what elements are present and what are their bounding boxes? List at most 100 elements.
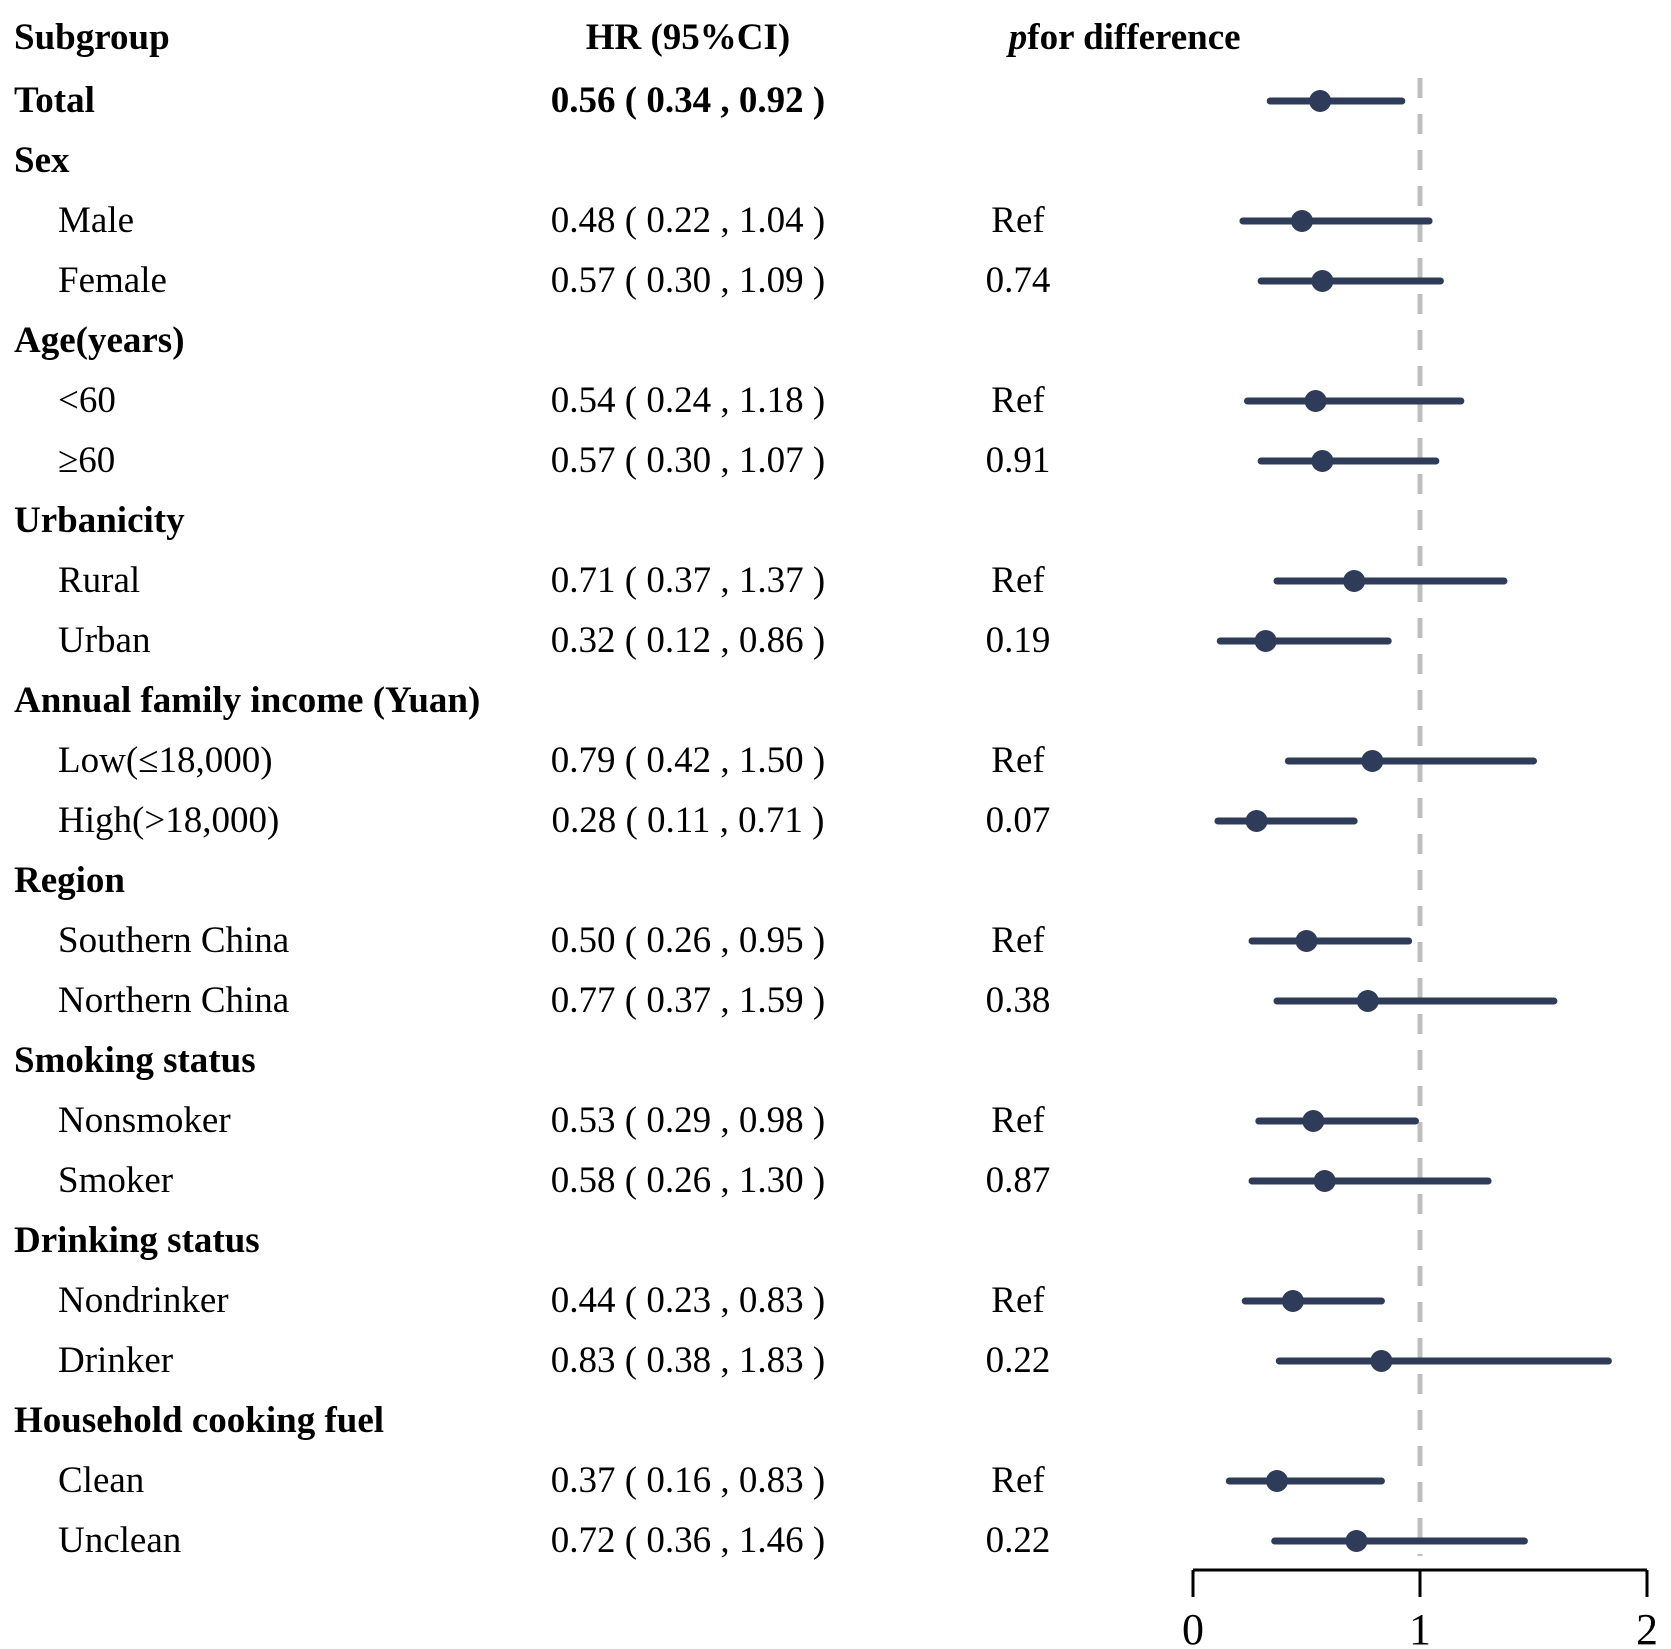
- point-estimate-marker: [1290, 210, 1313, 232]
- hr-ci-value: 0.79 ( 0.42 , 1.50 ): [550, 740, 826, 781]
- p-for-difference-value: 0.87: [985, 1160, 1051, 1201]
- header-p-for-difference: p for difference: [880, 8, 1241, 68]
- table-row: Sex: [0, 131, 1170, 191]
- point-estimate-marker: [1254, 630, 1277, 652]
- p-for-difference-value: Ref: [991, 1460, 1045, 1501]
- subgroup-label: Household cooking fuel: [14, 1400, 385, 1441]
- subgroup-label: Female: [58, 260, 167, 301]
- table-row: Drinker 0.83 ( 0.38 , 1.83 ) 0.22: [0, 1331, 1170, 1391]
- p-for-difference-value: 0.07: [985, 800, 1051, 841]
- table-row: ≥60 0.57 ( 0.30 , 1.07 ) 0.91: [0, 431, 1170, 491]
- table-row: Southern China 0.50 ( 0.26 , 0.95 ) Ref: [0, 911, 1170, 971]
- table-row: Nonsmoker 0.53 ( 0.29 , 0.98 ) Ref: [0, 1091, 1170, 1151]
- hr-ci-value: 0.71 ( 0.37 , 1.37 ): [550, 560, 826, 601]
- subgroup-label: Clean: [58, 1460, 145, 1501]
- subgroup-label: Sex: [14, 140, 70, 181]
- point-estimate-marker: [1345, 1530, 1368, 1552]
- table-row: Low(≤18,000) 0.79 ( 0.42 , 1.50 ) Ref: [0, 731, 1170, 791]
- point-estimate-marker: [1361, 750, 1384, 772]
- subgroup-label: Age(years): [14, 320, 185, 361]
- header-p-text: for difference: [1027, 17, 1241, 58]
- subgroup-label: Annual family income (Yuan): [14, 680, 481, 721]
- p-for-difference-value: Ref: [991, 920, 1045, 961]
- table-row: High(>18,000) 0.28 ( 0.11 , 0.71 ) 0.07: [0, 791, 1170, 851]
- point-estimate-marker: [1302, 1110, 1325, 1132]
- table-row: Region: [0, 851, 1170, 911]
- hr-ci-value: 0.54 ( 0.24 , 1.18 ): [550, 380, 826, 421]
- hr-ci-value: 0.28 ( 0.11 , 0.71 ): [551, 800, 825, 841]
- p-for-difference-value: Ref: [991, 1280, 1045, 1321]
- subgroup-label: Drinker: [58, 1340, 174, 1381]
- hr-ci-value: 0.57 ( 0.30 , 1.09 ): [550, 260, 826, 301]
- table-row: <60 0.54 ( 0.24 , 1.18 ) Ref: [0, 371, 1170, 431]
- subgroup-label: Nondrinker: [58, 1280, 229, 1321]
- p-for-difference-value: 0.74: [985, 260, 1051, 301]
- table-row: Household cooking fuel: [0, 1391, 1170, 1451]
- table-row: Unclean 0.72 ( 0.36 , 1.46 ) 0.22: [0, 1511, 1170, 1571]
- x-axis-tick-label: 1: [1409, 1605, 1431, 1649]
- point-estimate-marker: [1311, 450, 1334, 472]
- hr-ci-value: 0.77 ( 0.37 , 1.59 ): [550, 980, 826, 1021]
- p-for-difference-value: 0.22: [985, 1340, 1051, 1381]
- table-row: Urban 0.32 ( 0.12 , 0.86 ) 0.19: [0, 611, 1170, 671]
- point-estimate-marker: [1295, 930, 1318, 952]
- subgroup-label: Rural: [58, 560, 141, 601]
- p-for-difference-value: Ref: [991, 740, 1045, 781]
- subgroup-label: Northern China: [58, 980, 290, 1021]
- subgroup-label: Drinking status: [14, 1220, 260, 1261]
- table-header: Subgroup HR (95%CI) p for difference: [0, 8, 1241, 68]
- table-row: Nondrinker 0.44 ( 0.23 , 0.83 ) Ref: [0, 1271, 1170, 1331]
- hr-ci-value: 0.56 ( 0.34 , 0.92 ): [550, 80, 826, 121]
- subgroup-label: Male: [58, 200, 135, 241]
- subgroup-label: Low(≤18,000): [58, 740, 273, 781]
- header-p-symbol: p: [1008, 17, 1028, 58]
- subgroup-label: <60: [58, 380, 116, 421]
- table-row: Annual family income (Yuan): [0, 671, 1170, 731]
- point-estimate-marker: [1281, 1290, 1304, 1312]
- point-estimate-marker: [1304, 390, 1327, 412]
- subgroup-label: Smoking status: [14, 1040, 256, 1081]
- point-estimate-marker: [1370, 1350, 1393, 1372]
- subgroup-label: Urbanicity: [14, 500, 185, 541]
- hr-ci-value: 0.53 ( 0.29 , 0.98 ): [550, 1100, 826, 1141]
- subgroup-label: Smoker: [58, 1160, 174, 1201]
- hr-ci-value: 0.72 ( 0.36 , 1.46 ): [550, 1520, 826, 1561]
- hr-ci-value: 0.58 ( 0.26 , 1.30 ): [550, 1160, 826, 1201]
- table-row: Smoking status: [0, 1031, 1170, 1091]
- header-hr-ci: HR (95%CI): [585, 17, 791, 58]
- subgroup-label: ≥60: [58, 440, 116, 481]
- point-estimate-marker: [1265, 1470, 1288, 1492]
- hr-ci-value: 0.32 ( 0.12 , 0.86 ): [550, 620, 826, 661]
- point-estimate-marker: [1309, 90, 1332, 112]
- p-for-difference-value: Ref: [991, 1100, 1045, 1141]
- table-row: Age(years): [0, 311, 1170, 371]
- point-estimate-marker: [1245, 810, 1268, 832]
- table-row: Rural 0.71 ( 0.37 , 1.37 ) Ref: [0, 551, 1170, 611]
- table-row: Female 0.57 ( 0.30 , 1.09 ) 0.74: [0, 251, 1170, 311]
- p-for-difference-value: 0.22: [985, 1520, 1051, 1561]
- table-row: Drinking status: [0, 1211, 1170, 1271]
- table-row: Total 0.56 ( 0.34 , 0.92 ): [0, 71, 1170, 131]
- table-row: Male 0.48 ( 0.22 , 1.04 ) Ref: [0, 191, 1170, 251]
- point-estimate-marker: [1313, 1170, 1336, 1192]
- table-row: Urbanicity: [0, 491, 1170, 551]
- point-estimate-marker: [1343, 570, 1366, 592]
- table-row: Northern China 0.77 ( 0.37 , 1.59 ) 0.38: [0, 971, 1170, 1031]
- subgroup-label: Nonsmoker: [58, 1100, 231, 1141]
- subgroup-label: Unclean: [58, 1520, 182, 1561]
- p-for-difference-value: 0.38: [985, 980, 1051, 1021]
- x-axis-tick-label: 0: [1182, 1605, 1204, 1649]
- p-for-difference-value: Ref: [991, 560, 1045, 601]
- p-for-difference-value: 0.19: [985, 620, 1051, 661]
- x-axis-tick-label: 2: [1636, 1605, 1658, 1649]
- point-estimate-marker: [1356, 990, 1379, 1012]
- hr-ci-value: 0.48 ( 0.22 , 1.04 ): [550, 200, 826, 241]
- table-row: Smoker 0.58 ( 0.26 , 1.30 ) 0.87: [0, 1151, 1170, 1211]
- header-subgroup: Subgroup: [14, 17, 170, 58]
- p-for-difference-value: 0.91: [985, 440, 1051, 481]
- hr-ci-value: 0.57 ( 0.30 , 1.07 ): [550, 440, 826, 481]
- hr-ci-value: 0.44 ( 0.23 , 0.83 ): [550, 1280, 826, 1321]
- p-for-difference-value: Ref: [991, 380, 1045, 421]
